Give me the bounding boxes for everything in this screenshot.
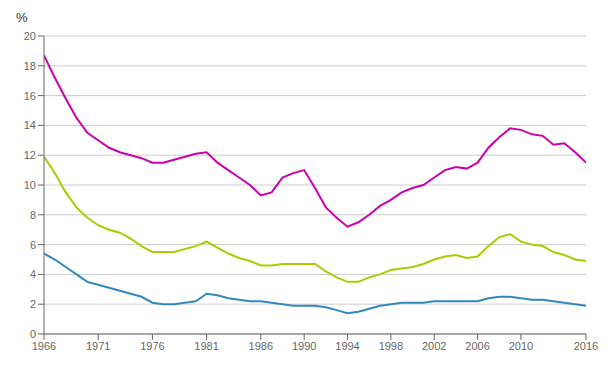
svg-text:2010: 2010: [509, 340, 533, 352]
svg-text:2: 2: [30, 298, 36, 310]
svg-text:2006: 2006: [465, 340, 489, 352]
svg-text:18: 18: [24, 60, 36, 72]
svg-text:1986: 1986: [249, 340, 273, 352]
svg-text:6: 6: [30, 239, 36, 251]
svg-text:0: 0: [30, 328, 36, 340]
svg-text:1990: 1990: [292, 340, 316, 352]
svg-text:2002: 2002: [422, 340, 446, 352]
svg-text:20: 20: [24, 30, 36, 42]
svg-text:2016: 2016: [574, 340, 598, 352]
svg-text:10: 10: [24, 179, 36, 191]
svg-text:12: 12: [24, 149, 36, 161]
svg-text:8: 8: [30, 209, 36, 221]
svg-text:1976: 1976: [140, 340, 164, 352]
svg-text:1966: 1966: [32, 340, 56, 352]
svg-text:4: 4: [30, 268, 36, 280]
svg-text:16: 16: [24, 90, 36, 102]
svg-text:1981: 1981: [194, 340, 218, 352]
svg-text:1994: 1994: [335, 340, 359, 352]
svg-text:1998: 1998: [379, 340, 403, 352]
svg-text:1971: 1971: [86, 340, 110, 352]
svg-text:14: 14: [24, 119, 36, 131]
